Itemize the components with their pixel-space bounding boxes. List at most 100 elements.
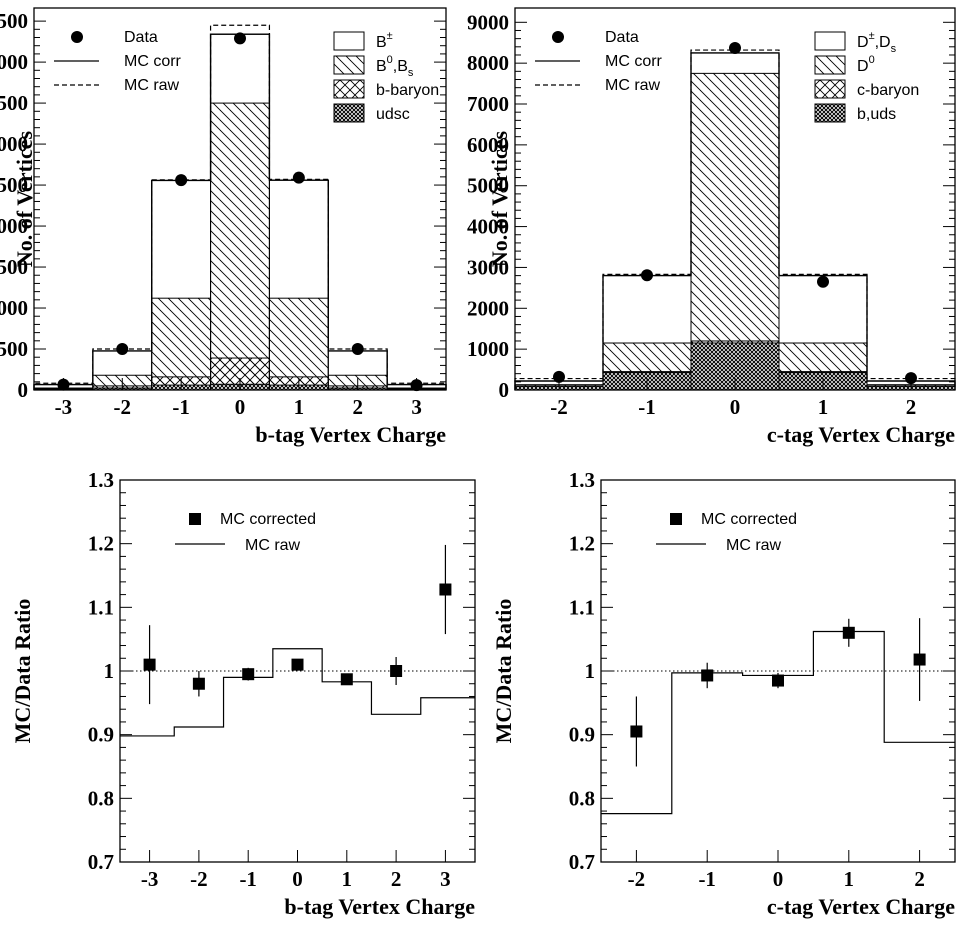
legend-label: c-baryon xyxy=(857,82,919,99)
x-tick-label: 1 xyxy=(342,867,353,891)
x-tick-label: -3 xyxy=(55,395,73,419)
panel-c-tag-ratio: MC corrected MC raw 0.7 0.8 0.9 1 1.1 1.2 1.3 -2 -… xyxy=(491,468,955,919)
x-tick-label: -2 xyxy=(114,395,132,419)
legend-label: MC corrected xyxy=(701,511,797,528)
data-square xyxy=(193,678,205,690)
data-square xyxy=(292,659,304,671)
x-tick-label: -2 xyxy=(190,867,208,891)
panel-b-tag-ratio: MC corrected MC raw 0.7 0.8 0.9 1 1.1 1.2 1.3 -3 -… xyxy=(10,468,475,919)
x-tick-label: 1 xyxy=(818,395,829,419)
x-tick-label: -1 xyxy=(698,867,716,891)
data-square xyxy=(341,673,353,685)
y-tick-label: 8000 xyxy=(467,51,509,75)
x-tick-label: 0 xyxy=(235,395,246,419)
y-tick-label: 22500 xyxy=(0,9,28,33)
y-tick-label: 5000 xyxy=(0,296,28,320)
legend-label: Data xyxy=(124,29,158,46)
data-square xyxy=(772,675,784,687)
data-square xyxy=(914,654,926,666)
y-tick-label: 9000 xyxy=(467,10,509,34)
y-tick-label: 0.8 xyxy=(569,786,595,810)
y-axis-label: No. of Vertices xyxy=(487,130,512,267)
data-point xyxy=(116,343,128,355)
legend-swatch xyxy=(334,32,364,50)
x-tick-label: -1 xyxy=(172,395,190,419)
y-tick-label: 0.7 xyxy=(88,850,114,874)
bar-B0,Bs xyxy=(152,298,211,390)
x-tick-label: 2 xyxy=(352,395,363,419)
legend-label: MC corrected xyxy=(220,511,316,528)
legend-label: MC corr xyxy=(124,53,182,70)
legend-label: B± xyxy=(376,30,393,51)
y-tick-label: 1 xyxy=(104,659,115,683)
x-tick-label: -1 xyxy=(638,395,656,419)
data-point xyxy=(817,276,829,288)
data-point xyxy=(234,32,246,44)
y-tick-label: 1.3 xyxy=(88,468,114,492)
x-tick-label: 1 xyxy=(294,395,305,419)
legend-label: D0 xyxy=(857,54,875,75)
x-tick-label: 0 xyxy=(292,867,303,891)
legend-label: b,uds xyxy=(857,106,896,123)
x-tick-label: 3 xyxy=(440,867,451,891)
y-tick-label: 1.3 xyxy=(569,468,595,492)
x-axis-label: c-tag Vertex Charge xyxy=(767,894,955,919)
y-tick-label: 0.9 xyxy=(88,723,114,747)
y-tick-label: 17500 xyxy=(0,91,28,115)
y-tick-label: 0 xyxy=(499,378,510,402)
legend-dot-icon xyxy=(552,31,564,43)
y-tick-label: 0 xyxy=(18,378,29,402)
bar-B0,Bs xyxy=(211,103,270,390)
y-axis-label: MC/Data Ratio xyxy=(10,599,35,744)
legend-swatch xyxy=(334,80,364,98)
data-square xyxy=(439,584,451,596)
y-tick-label: 1.2 xyxy=(569,532,595,556)
legend-label: udsc xyxy=(376,106,410,123)
legend-swatch xyxy=(334,56,364,74)
legend-label: MC raw xyxy=(726,537,782,554)
y-tick-label: 1.1 xyxy=(88,595,114,619)
data-square xyxy=(701,669,713,681)
y-tick-label: 1 xyxy=(585,659,596,683)
bar-B0,Bs xyxy=(269,298,328,390)
y-tick-label: 2000 xyxy=(467,296,509,320)
legend-square-icon xyxy=(670,513,682,525)
x-tick-label: 3 xyxy=(411,395,422,419)
legend-swatch xyxy=(815,80,845,98)
y-tick-label: 2500 xyxy=(0,337,28,361)
data-square xyxy=(390,665,402,677)
y-tick-label: 0.7 xyxy=(569,850,595,874)
x-tick-label: 2 xyxy=(914,867,925,891)
legend-swatch xyxy=(815,32,845,50)
data-point xyxy=(175,174,187,186)
y-tick-label: 1.1 xyxy=(569,595,595,619)
data-point xyxy=(729,42,741,54)
legend-swatch xyxy=(334,104,364,122)
y-tick-label: 1.2 xyxy=(88,532,114,556)
x-tick-label: -3 xyxy=(141,867,159,891)
legend-label: D±,Ds xyxy=(857,30,897,55)
legend-label: MC raw xyxy=(605,77,661,94)
y-tick-label: 1000 xyxy=(467,337,509,361)
mc-raw-step xyxy=(601,632,955,814)
legend-label: MC raw xyxy=(245,537,301,554)
x-tick-label: 2 xyxy=(906,395,917,419)
y-axis-label: MC/Data Ratio xyxy=(491,599,516,744)
data-point xyxy=(293,172,305,184)
legend-label: MC raw xyxy=(124,77,180,94)
x-axis-label: b-tag Vertex Charge xyxy=(284,894,475,919)
y-tick-label: 0.8 xyxy=(88,786,114,810)
x-axis-label: c-tag Vertex Charge xyxy=(767,422,955,447)
legend-label: Data xyxy=(605,29,639,46)
legend-swatch xyxy=(815,104,845,122)
x-tick-label: -2 xyxy=(550,395,568,419)
legend-square-icon xyxy=(189,513,201,525)
x-tick-label: 0 xyxy=(773,867,784,891)
y-tick-label: 0.9 xyxy=(569,723,595,747)
data-square xyxy=(242,668,254,680)
x-tick-label: 0 xyxy=(730,395,741,419)
y-tick-label: 20000 xyxy=(0,50,28,74)
data-square xyxy=(843,627,855,639)
x-tick-label: 2 xyxy=(391,867,402,891)
